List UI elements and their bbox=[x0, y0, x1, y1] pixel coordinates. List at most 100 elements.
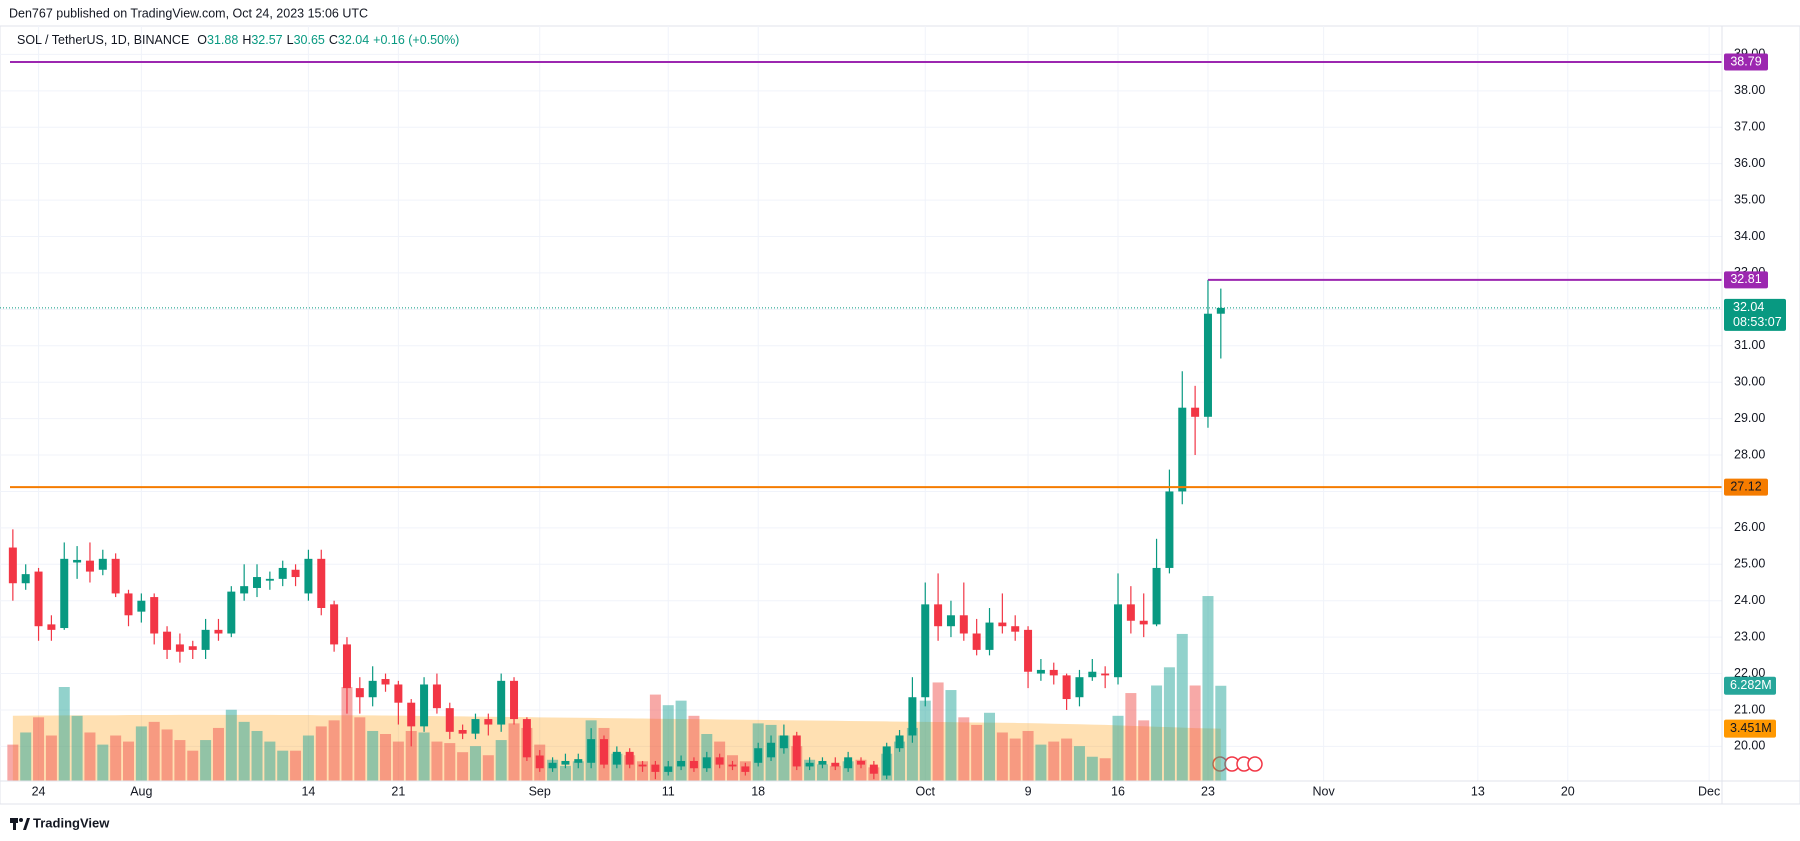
candle-body bbox=[407, 702, 416, 727]
candle-body bbox=[779, 735, 788, 749]
candle-body bbox=[972, 633, 981, 650]
legend-field-label: L bbox=[286, 33, 294, 47]
volume-bar bbox=[932, 682, 944, 781]
candle-body bbox=[201, 629, 210, 650]
legend-field-label: H bbox=[242, 33, 252, 47]
candle-body bbox=[8, 547, 17, 584]
volume-bar bbox=[264, 741, 276, 781]
volume-bar bbox=[187, 750, 199, 781]
volume-bar bbox=[315, 726, 327, 781]
volume-bar bbox=[444, 743, 456, 781]
level-label: 38.79 bbox=[1730, 54, 1761, 68]
volume-bar bbox=[1022, 730, 1034, 781]
legend-field-value: 32.04 bbox=[337, 33, 370, 47]
x-tick-label: 13 bbox=[1471, 784, 1485, 798]
volume-bar bbox=[958, 717, 970, 781]
candle-body bbox=[342, 644, 351, 689]
candle-body bbox=[484, 719, 493, 725]
volume-bar bbox=[778, 735, 790, 781]
volume-label-box bbox=[1724, 676, 1776, 695]
candle-body bbox=[291, 569, 300, 578]
y-tick-label: 35.00 bbox=[1734, 192, 1765, 206]
volume-bar bbox=[418, 732, 430, 781]
candle-body bbox=[355, 688, 364, 698]
candle-body bbox=[253, 577, 262, 588]
candle-body bbox=[831, 762, 840, 767]
candle-body bbox=[805, 762, 814, 767]
candle-body bbox=[599, 739, 608, 765]
x-tick-label: Aug bbox=[130, 784, 152, 798]
volume-bar bbox=[431, 741, 443, 781]
x-tick-label: Sep bbox=[529, 784, 551, 798]
volume-bar bbox=[919, 700, 931, 781]
candle-body bbox=[664, 766, 673, 772]
volume-bar bbox=[97, 744, 109, 781]
candle-body bbox=[47, 624, 56, 630]
volume-bar bbox=[341, 687, 353, 781]
volume-bar bbox=[354, 717, 366, 781]
volume-bar bbox=[302, 735, 314, 781]
last-price-label: 32.04 bbox=[1733, 300, 1764, 314]
volume-bar bbox=[1099, 758, 1111, 781]
candle-body bbox=[715, 757, 724, 765]
x-tick-label: 18 bbox=[751, 784, 765, 798]
volume-bar bbox=[1112, 715, 1124, 781]
candle-body bbox=[137, 600, 146, 612]
candle-body bbox=[818, 760, 827, 765]
candle-body bbox=[497, 680, 506, 725]
volume-bar bbox=[123, 741, 135, 781]
legend-field-value: 30.65 bbox=[293, 33, 325, 47]
volume-bar bbox=[804, 759, 816, 781]
volume-bar bbox=[1125, 693, 1137, 781]
volume-bar bbox=[212, 727, 224, 781]
volume-bar bbox=[816, 764, 828, 781]
x-tick-label: 24 bbox=[32, 784, 46, 798]
volume-bar bbox=[161, 729, 173, 781]
volume-bar bbox=[971, 724, 983, 781]
candle-body bbox=[625, 751, 634, 765]
candle-body bbox=[561, 760, 570, 765]
x-tick-label: Oct bbox=[916, 784, 936, 798]
volume-bar bbox=[855, 759, 867, 781]
volume-bar bbox=[328, 720, 340, 781]
volume-bar bbox=[508, 723, 520, 781]
header: Den767 published on TradingView.com, Oct… bbox=[9, 6, 368, 20]
candle-body bbox=[792, 735, 801, 767]
volume-bar bbox=[945, 690, 957, 781]
x-tick-label: 21 bbox=[391, 784, 405, 798]
x-tick-label: 11 bbox=[662, 784, 675, 798]
candle-body bbox=[1126, 604, 1135, 621]
grid bbox=[0, 26, 1722, 781]
volume-bar bbox=[392, 741, 404, 781]
candle-body bbox=[651, 764, 660, 772]
candle-body bbox=[934, 604, 943, 627]
candle-body bbox=[1088, 671, 1097, 678]
candle-body bbox=[304, 558, 313, 594]
candle-body bbox=[882, 746, 891, 776]
volume-bar bbox=[1151, 685, 1163, 781]
volume-bar bbox=[1061, 738, 1073, 781]
volume-bar bbox=[135, 726, 147, 781]
footer-brand: TradingView bbox=[33, 815, 110, 830]
y-tick-label: 21.00 bbox=[1734, 702, 1765, 716]
candle-body bbox=[458, 730, 467, 734]
logo-part bbox=[13, 818, 16, 830]
candle-body bbox=[767, 742, 776, 758]
level-label-box bbox=[1724, 53, 1768, 71]
candle-body bbox=[587, 739, 596, 763]
candle-body bbox=[1049, 669, 1058, 676]
volume-bar bbox=[7, 744, 19, 781]
volume-bar bbox=[225, 709, 237, 781]
candle-body bbox=[522, 719, 531, 758]
volume-bar bbox=[829, 765, 841, 781]
volume-ma-label: 3.451M bbox=[1730, 721, 1772, 735]
volume-bar bbox=[84, 732, 96, 781]
level-label-box bbox=[1724, 271, 1768, 289]
candle-body bbox=[85, 560, 94, 572]
y-tick-label: 37.00 bbox=[1734, 120, 1765, 134]
y-tick-label: 28.00 bbox=[1734, 447, 1765, 461]
volume-bar bbox=[906, 727, 918, 781]
candle-body bbox=[394, 684, 403, 703]
chart-frame bbox=[0, 25, 1800, 805]
